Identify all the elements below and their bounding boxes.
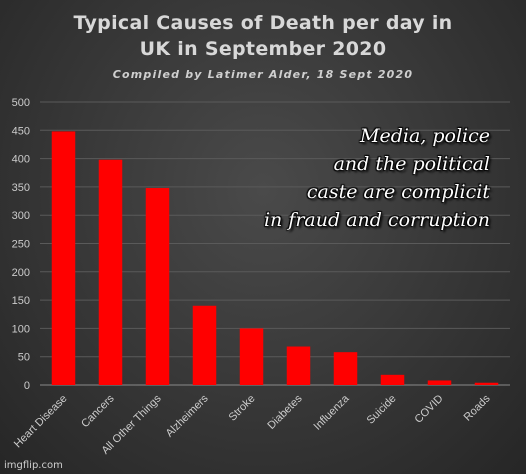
y-tick-label: 100 bbox=[12, 323, 30, 335]
y-tick-label: 0 bbox=[24, 380, 30, 392]
bar bbox=[474, 382, 499, 385]
x-tick-label: Alzheimers bbox=[164, 392, 211, 439]
bar bbox=[239, 328, 264, 385]
y-tick-label: 50 bbox=[18, 352, 30, 364]
caption-line: in fraud and corruption bbox=[263, 209, 490, 231]
y-tick-label: 300 bbox=[12, 210, 30, 222]
caption-line: Media, police bbox=[360, 125, 490, 147]
caption-line: caste are complicit bbox=[306, 181, 490, 203]
chart-title-line-2: UK in September 2020 bbox=[139, 38, 387, 60]
x-tick-label: Roads bbox=[462, 392, 493, 423]
x-tick-label: Heart Disease bbox=[12, 393, 70, 451]
bar bbox=[145, 188, 170, 385]
y-tick-label: 500 bbox=[12, 97, 30, 109]
watermark: imgflip.com bbox=[4, 460, 63, 471]
y-tick-label: 200 bbox=[12, 267, 30, 279]
bar bbox=[380, 374, 405, 385]
bar bbox=[333, 352, 358, 385]
y-tick-label: 250 bbox=[12, 239, 30, 251]
bar bbox=[286, 346, 311, 385]
x-tick-label: Stroke bbox=[227, 393, 258, 424]
x-tick-label: Cancers bbox=[79, 392, 117, 430]
y-tick-label: 450 bbox=[12, 125, 30, 137]
bar bbox=[192, 305, 217, 385]
bar bbox=[98, 159, 123, 385]
x-tick-label: Diabetes bbox=[265, 392, 305, 432]
chart-title-line-1: Typical Causes of Death per day in bbox=[73, 12, 453, 34]
x-tick-label: COVID bbox=[412, 393, 445, 426]
chart-subtitle: Compiled by Latimer Alder, 18 Sept 2020 bbox=[112, 68, 414, 81]
meme-caption: Media, police and the political caste ar… bbox=[170, 122, 490, 234]
y-tick-label: 150 bbox=[12, 295, 30, 307]
x-tick-label: Suicide bbox=[365, 393, 399, 427]
caption-line: and the political bbox=[333, 153, 490, 175]
y-tick-label: 400 bbox=[12, 154, 30, 166]
bar bbox=[427, 380, 452, 385]
bar bbox=[51, 131, 76, 385]
x-tick-label: Influenza bbox=[312, 392, 353, 433]
y-tick-label: 350 bbox=[12, 182, 30, 194]
